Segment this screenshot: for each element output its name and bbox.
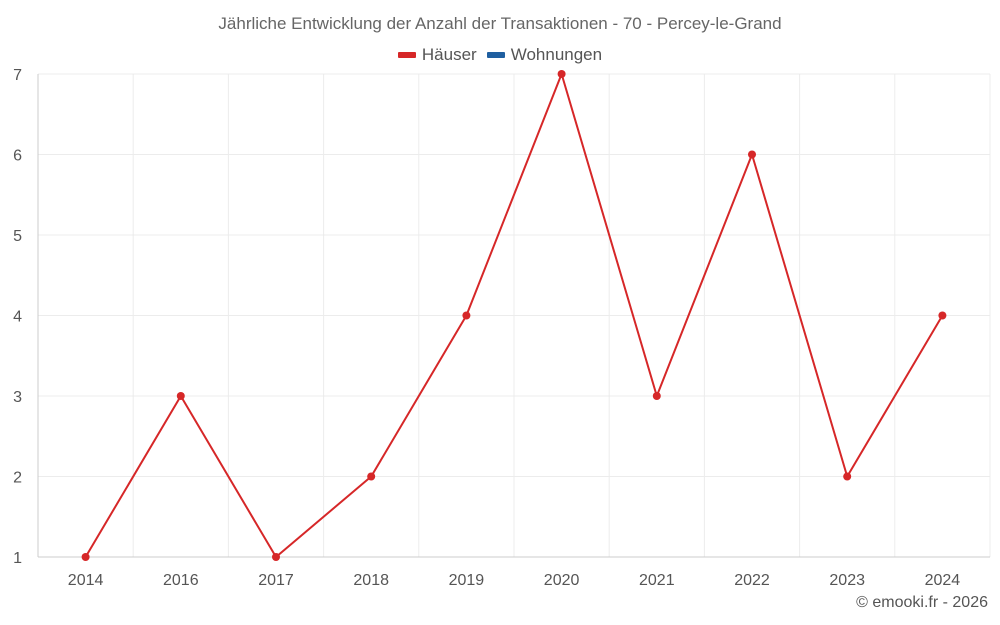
y-tick-label: 6 [13,148,22,165]
x-axis-ticks: 2014 2016 2017 2018 2019 2020 2021 2022 2023 2024 [68,572,960,589]
series-line-0 [84,73,944,558]
y-axis-ticks: 1 2 3 4 5 6 7 [13,67,22,567]
x-tick-label: 2024 [925,572,961,589]
x-tick-label: 2014 [68,572,104,589]
legend-item-wohnungen[interactable]: Wohnungen [486,45,603,65]
axes [37,74,990,558]
credit: © emooki.fr - 2026 [856,594,988,611]
y-tick-label: 5 [13,228,22,245]
y-tick-label: 4 [13,309,22,326]
y-tick-label: 2 [13,470,22,487]
x-tick-label: 2022 [734,572,770,589]
legend-label-haeuser: Häuser [421,45,477,64]
legend-label-wohnungen: Wohnungen [510,45,603,64]
data-point [176,392,185,400]
legend-item-haeuser[interactable]: Häuser [397,45,477,65]
grid [37,73,991,558]
x-tick-label: 2019 [449,572,485,589]
series-layer [81,70,947,561]
x-tick-label: 2021 [639,572,675,589]
chart-title: Jährliche Entwicklung der Anzahl der Tra… [218,14,782,33]
x-tick-label: 2016 [163,572,199,589]
data-point [652,392,661,400]
data-point [557,70,566,78]
y-tick-label: 3 [13,389,22,406]
legend-swatch-wohnungen [486,52,505,58]
data-point [748,150,756,159]
x-tick-label: 2023 [829,572,865,589]
y-tick-label: 7 [13,67,22,84]
x-tick-label: 2017 [258,572,294,589]
data-point [843,472,852,481]
y-tick-label: 1 [13,550,22,567]
legend-swatch-haeuser [397,52,416,58]
x-tick-label: 2018 [353,572,389,589]
legend: Häuser Wohnungen [0,45,1000,65]
data-point [462,311,471,320]
data-point [367,472,376,481]
x-tick-label: 2020 [544,572,580,589]
data-point [81,553,90,561]
data-point [272,553,280,561]
data-point [938,311,947,320]
